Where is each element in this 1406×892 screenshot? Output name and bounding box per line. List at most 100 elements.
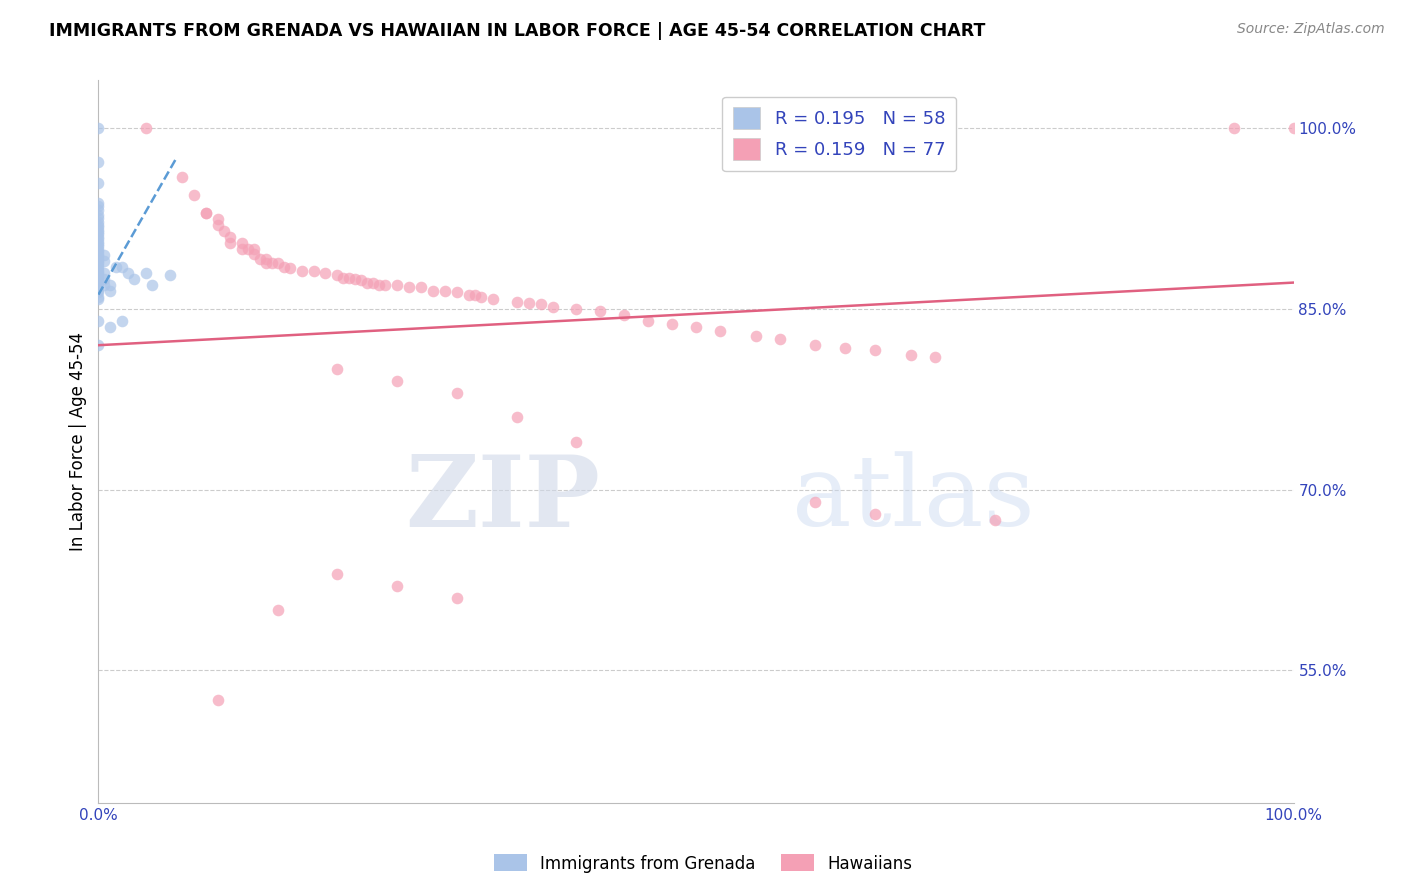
Point	[315, 266, 337, 280]
Point	[87, 338, 110, 352]
Point	[87, 293, 110, 307]
Point	[87, 211, 110, 225]
Point	[236, 242, 259, 256]
Point	[446, 386, 468, 401]
Point	[267, 256, 290, 270]
Point	[637, 314, 659, 328]
Point	[87, 244, 110, 259]
Point	[368, 278, 391, 293]
Point	[422, 284, 444, 298]
Point	[111, 260, 134, 274]
Point	[464, 287, 486, 301]
Point	[93, 266, 115, 280]
Point	[87, 266, 110, 280]
Point	[339, 270, 361, 285]
Point	[87, 230, 110, 244]
Point	[87, 263, 110, 277]
Point	[434, 284, 457, 298]
Point	[172, 169, 194, 184]
Point	[219, 235, 242, 250]
Point	[481, 293, 505, 307]
Point	[332, 270, 354, 285]
Point	[745, 328, 768, 343]
Point	[385, 579, 409, 593]
Point	[87, 232, 110, 246]
Point	[195, 205, 218, 219]
Point	[124, 272, 146, 286]
Point	[93, 254, 115, 268]
Point	[363, 276, 385, 290]
Point	[207, 693, 229, 707]
Point	[87, 256, 110, 270]
Point	[254, 256, 277, 270]
Point	[87, 259, 110, 273]
Point	[87, 280, 110, 294]
Point	[87, 215, 110, 229]
Point	[87, 203, 110, 218]
Point	[924, 350, 946, 364]
Point	[709, 324, 731, 338]
Point	[984, 513, 1007, 527]
Point	[565, 301, 588, 317]
Point	[506, 294, 529, 309]
Point	[231, 242, 253, 256]
Point	[87, 249, 110, 263]
Point	[1282, 121, 1305, 136]
Point	[87, 314, 110, 328]
Point	[589, 304, 612, 318]
Point	[446, 285, 468, 300]
Point	[260, 256, 283, 270]
Point	[93, 272, 115, 286]
Point	[87, 222, 110, 236]
Point	[87, 198, 110, 212]
Point	[385, 278, 409, 293]
Point	[344, 272, 367, 286]
Point	[267, 603, 290, 617]
Point	[87, 285, 110, 300]
Point	[87, 208, 110, 222]
Point	[458, 287, 481, 301]
Point	[98, 320, 122, 334]
Point	[207, 218, 229, 232]
Point	[530, 297, 553, 311]
Point	[326, 362, 349, 376]
Point	[87, 246, 110, 260]
Point	[243, 242, 266, 256]
Point	[326, 567, 349, 582]
Point	[804, 495, 827, 509]
Point	[326, 268, 349, 283]
Point	[411, 280, 433, 294]
Point	[254, 252, 277, 266]
Y-axis label: In Labor Force | Age 45-54: In Labor Force | Age 45-54	[69, 332, 87, 551]
Point	[87, 237, 110, 252]
Point	[446, 591, 468, 606]
Text: IMMIGRANTS FROM GRENADA VS HAWAIIAN IN LABOR FORCE | AGE 45-54 CORRELATION CHART: IMMIGRANTS FROM GRENADA VS HAWAIIAN IN L…	[49, 22, 986, 40]
Point	[243, 246, 266, 260]
Point	[87, 235, 110, 249]
Point	[87, 220, 110, 235]
Point	[87, 242, 110, 256]
Point	[87, 270, 110, 285]
Text: Source: ZipAtlas.com: Source: ZipAtlas.com	[1237, 22, 1385, 37]
Point	[385, 375, 409, 389]
Point	[87, 218, 110, 232]
Point	[183, 187, 205, 202]
Point	[470, 290, 492, 304]
Point	[565, 434, 588, 449]
Point	[273, 260, 295, 274]
Point	[865, 507, 887, 521]
Point	[87, 273, 110, 287]
Point	[87, 276, 110, 290]
Point	[374, 278, 396, 293]
Point	[141, 278, 163, 293]
Point	[302, 263, 325, 277]
Point	[834, 341, 856, 355]
Point	[804, 338, 827, 352]
Point	[87, 268, 110, 283]
Legend: R = 0.195   N = 58, R = 0.159   N = 77: R = 0.195 N = 58, R = 0.159 N = 77	[723, 96, 956, 171]
Point	[135, 121, 157, 136]
Point	[87, 225, 110, 239]
Point	[212, 224, 235, 238]
Point	[87, 252, 110, 266]
Point	[398, 280, 420, 294]
